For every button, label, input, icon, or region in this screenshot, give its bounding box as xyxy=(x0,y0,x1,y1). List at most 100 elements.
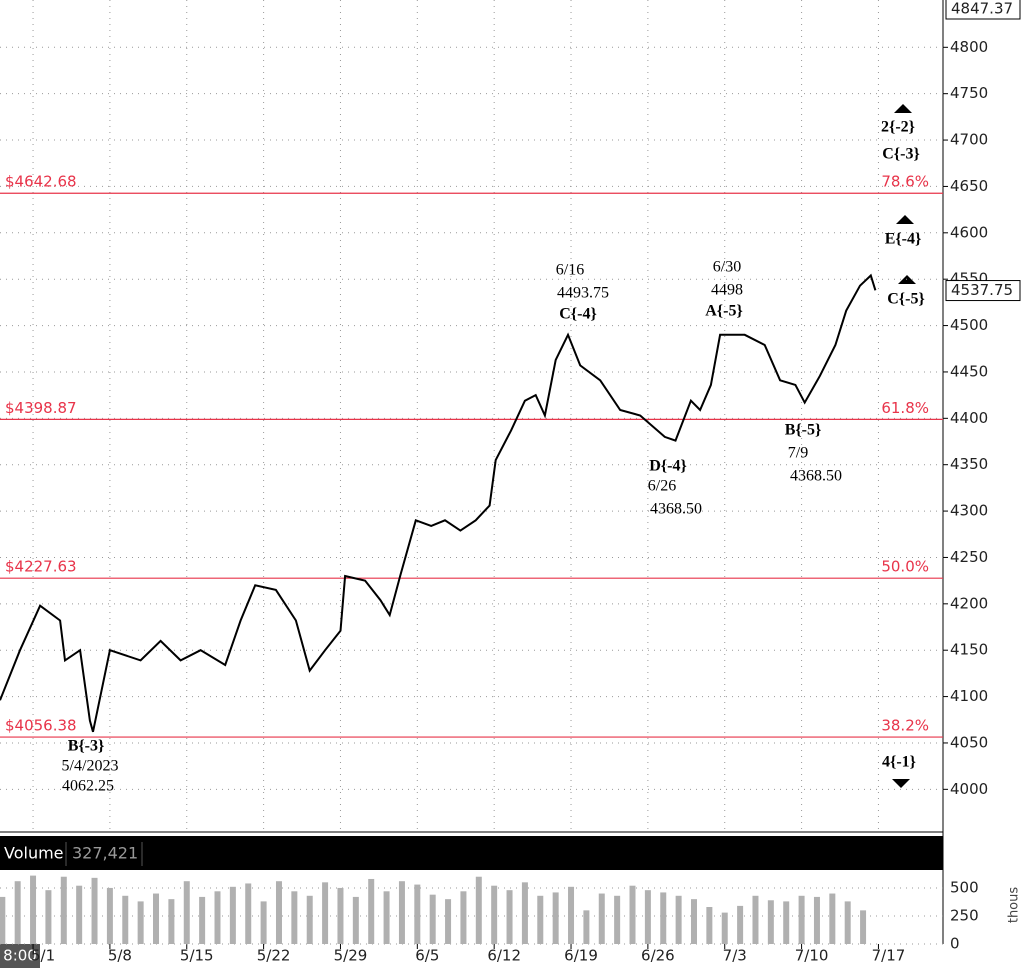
x-tick-label: 7/3 xyxy=(723,947,747,965)
annotation: C{-4} xyxy=(559,306,597,323)
volume-bar xyxy=(168,899,175,944)
y-tick-label: 4000 xyxy=(950,780,988,798)
x-tick-label: 6/19 xyxy=(564,947,598,965)
x-tick-label: 6/26 xyxy=(641,947,675,965)
volume-bar xyxy=(860,910,867,944)
level-percent: 38.2% xyxy=(881,717,929,735)
level-percent: 61.8% xyxy=(881,399,929,417)
volume-bar xyxy=(644,890,651,944)
volume-bar xyxy=(30,875,37,944)
annotation: 4368.50 xyxy=(790,468,842,485)
x-tick-label: 5/1 xyxy=(31,947,55,965)
volume-bar xyxy=(460,891,467,944)
volume-header-bar xyxy=(0,836,943,870)
annotation: A{-5} xyxy=(705,303,743,320)
volume-bar xyxy=(721,912,728,944)
y-tick-label: 250 xyxy=(950,906,979,924)
volume-bar xyxy=(91,877,98,944)
level-percent: 50.0% xyxy=(881,558,929,576)
triangle-up xyxy=(896,215,914,224)
volume-bar xyxy=(229,886,236,944)
annotation: C{-5} xyxy=(887,291,925,308)
x-tick-label: 6/5 xyxy=(415,947,439,965)
volume-bar xyxy=(445,899,452,944)
annotation: 4368.50 xyxy=(650,501,702,518)
x-tick-label: 5/29 xyxy=(334,947,368,965)
level-label: $4227.63 xyxy=(5,558,77,576)
x-tick-label: 5/8 xyxy=(108,947,132,965)
volume-bar xyxy=(506,890,513,944)
price-tag-label: 4847.37 xyxy=(951,0,1013,18)
volume-bar xyxy=(475,876,482,944)
volume-bar xyxy=(521,882,528,944)
volume-bar xyxy=(614,895,621,944)
annotation: 4493.75 xyxy=(557,285,609,302)
volume-bar xyxy=(245,883,252,944)
price-tag xyxy=(945,0,1021,20)
y-tick-label: 4600 xyxy=(950,223,988,241)
annotation: E{-4} xyxy=(885,231,922,248)
annotation: 4{-1} xyxy=(882,754,916,771)
x-tick-label: 5/15 xyxy=(180,947,214,965)
volume-bar xyxy=(767,900,774,944)
annotation: 7/9 xyxy=(788,445,808,462)
volume-bar xyxy=(383,891,390,944)
volume-value: 327,421 xyxy=(72,844,138,863)
volume-bar xyxy=(752,895,759,944)
y-tick-label: 4350 xyxy=(950,455,988,473)
x-tick-label: 5/22 xyxy=(257,947,291,965)
annotation: D{-4} xyxy=(649,458,687,475)
volume-bar xyxy=(337,887,344,944)
y-tick-label: 4100 xyxy=(950,687,988,705)
volume-bar xyxy=(291,891,298,944)
volume-bar xyxy=(260,901,267,944)
level-label: $4056.38 xyxy=(5,717,77,735)
x-tick-label: 6/12 xyxy=(487,947,521,965)
level-label: $4398.87 xyxy=(5,399,77,417)
volume-bar xyxy=(14,881,21,944)
volume-bar xyxy=(306,895,313,944)
volume-bar xyxy=(183,881,190,944)
volume-bar xyxy=(322,882,329,944)
volume-bar xyxy=(629,885,636,944)
y-tick-label: 4050 xyxy=(950,733,988,751)
y-tick-label: 4300 xyxy=(950,502,988,520)
volume-bar xyxy=(706,907,713,944)
y-tick-label: 4700 xyxy=(950,131,988,149)
volume-bar xyxy=(106,887,113,944)
annotation: 4062.25 xyxy=(62,778,114,795)
volume-bar xyxy=(583,910,590,944)
volume-bar xyxy=(368,878,375,944)
y-tick-label: 0 xyxy=(950,935,960,953)
volume-bar xyxy=(690,899,697,944)
annotation: 5/4/2023 xyxy=(62,758,119,775)
annotation: 6/16 xyxy=(556,262,584,279)
annotation: 2{-2} xyxy=(881,119,915,136)
volume-bar xyxy=(398,881,405,944)
triangle-down xyxy=(892,779,910,788)
volume-bar xyxy=(122,895,129,944)
volume-bar xyxy=(352,896,359,944)
x-tick-label: 7/17 xyxy=(872,947,906,965)
y-tick-label: 4450 xyxy=(950,362,988,380)
volume-bar xyxy=(153,893,160,944)
y-tick-label: 4250 xyxy=(950,548,988,566)
triangle-up xyxy=(894,104,912,113)
y-tick-label: 4200 xyxy=(950,594,988,612)
volume-bar xyxy=(798,895,805,944)
y-tick-label: 4800 xyxy=(950,38,988,56)
x-tick-label: 7/10 xyxy=(795,947,829,965)
volume-bar xyxy=(45,890,52,944)
volume-bar xyxy=(568,886,575,944)
volume-bar xyxy=(675,895,682,944)
y-tick-label: 4400 xyxy=(950,409,988,427)
volume-bar xyxy=(0,896,6,944)
annotation: B{-5} xyxy=(785,422,822,439)
annotation: 6/30 xyxy=(713,259,741,276)
volume-bar xyxy=(813,896,820,944)
volume-bar xyxy=(783,901,790,944)
volume-bar xyxy=(137,901,144,944)
annotation: B{-3} xyxy=(68,738,105,755)
